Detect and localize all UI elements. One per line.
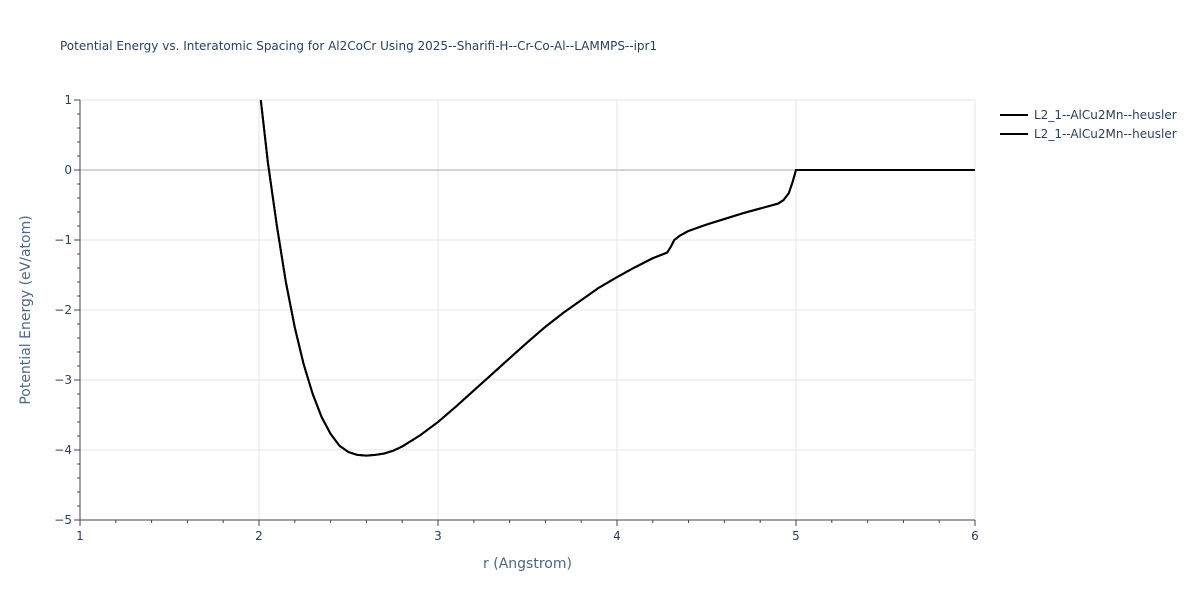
x-tick-label: 6 <box>971 529 979 543</box>
y-tick-label: −3 <box>54 373 72 387</box>
legend-item-2[interactable]: L2_1--AlCu2Mn--heusler <box>1000 127 1177 141</box>
x-tick-label: 4 <box>613 529 621 543</box>
y-tick-label: 1 <box>64 93 72 107</box>
y-axis-title: Potential Energy (eV/atom) <box>18 215 34 404</box>
x-tick-label: 3 <box>434 529 442 543</box>
legend[interactable]: L2_1--AlCu2Mn--heusler L2_1--AlCu2Mn--heu… <box>1000 108 1177 141</box>
legend-label: L2_1--AlCu2Mn--heusler <box>1034 127 1177 141</box>
x-axis-title: r (Angstrom) <box>483 556 572 572</box>
y-tick-label: 0 <box>64 163 72 177</box>
series-line-1[interactable] <box>259 100 975 457</box>
tick-labels: 1 2 3 4 5 6 1 0 −1 −2 −3 −4 −5 <box>54 93 979 543</box>
x-tick-label: 1 <box>76 529 84 543</box>
x-tick-label: 5 <box>792 529 800 543</box>
y-tick-label: −2 <box>54 303 72 317</box>
chart-title: Potential Energy vs. Interatomic Spacing… <box>60 39 657 53</box>
y-tick-label: −4 <box>54 443 72 457</box>
y-tick-label: −1 <box>54 233 72 247</box>
gridlines <box>80 99 976 520</box>
legend-label: L2_1--AlCu2Mn--heusler <box>1034 108 1177 122</box>
x-tick-label: 2 <box>255 529 263 543</box>
series-line-2[interactable] <box>259 100 975 457</box>
legend-item-1[interactable]: L2_1--AlCu2Mn--heusler <box>1000 108 1177 122</box>
y-tick-label: −5 <box>54 513 72 527</box>
plot-area[interactable] <box>259 100 975 457</box>
axes <box>74 99 976 526</box>
